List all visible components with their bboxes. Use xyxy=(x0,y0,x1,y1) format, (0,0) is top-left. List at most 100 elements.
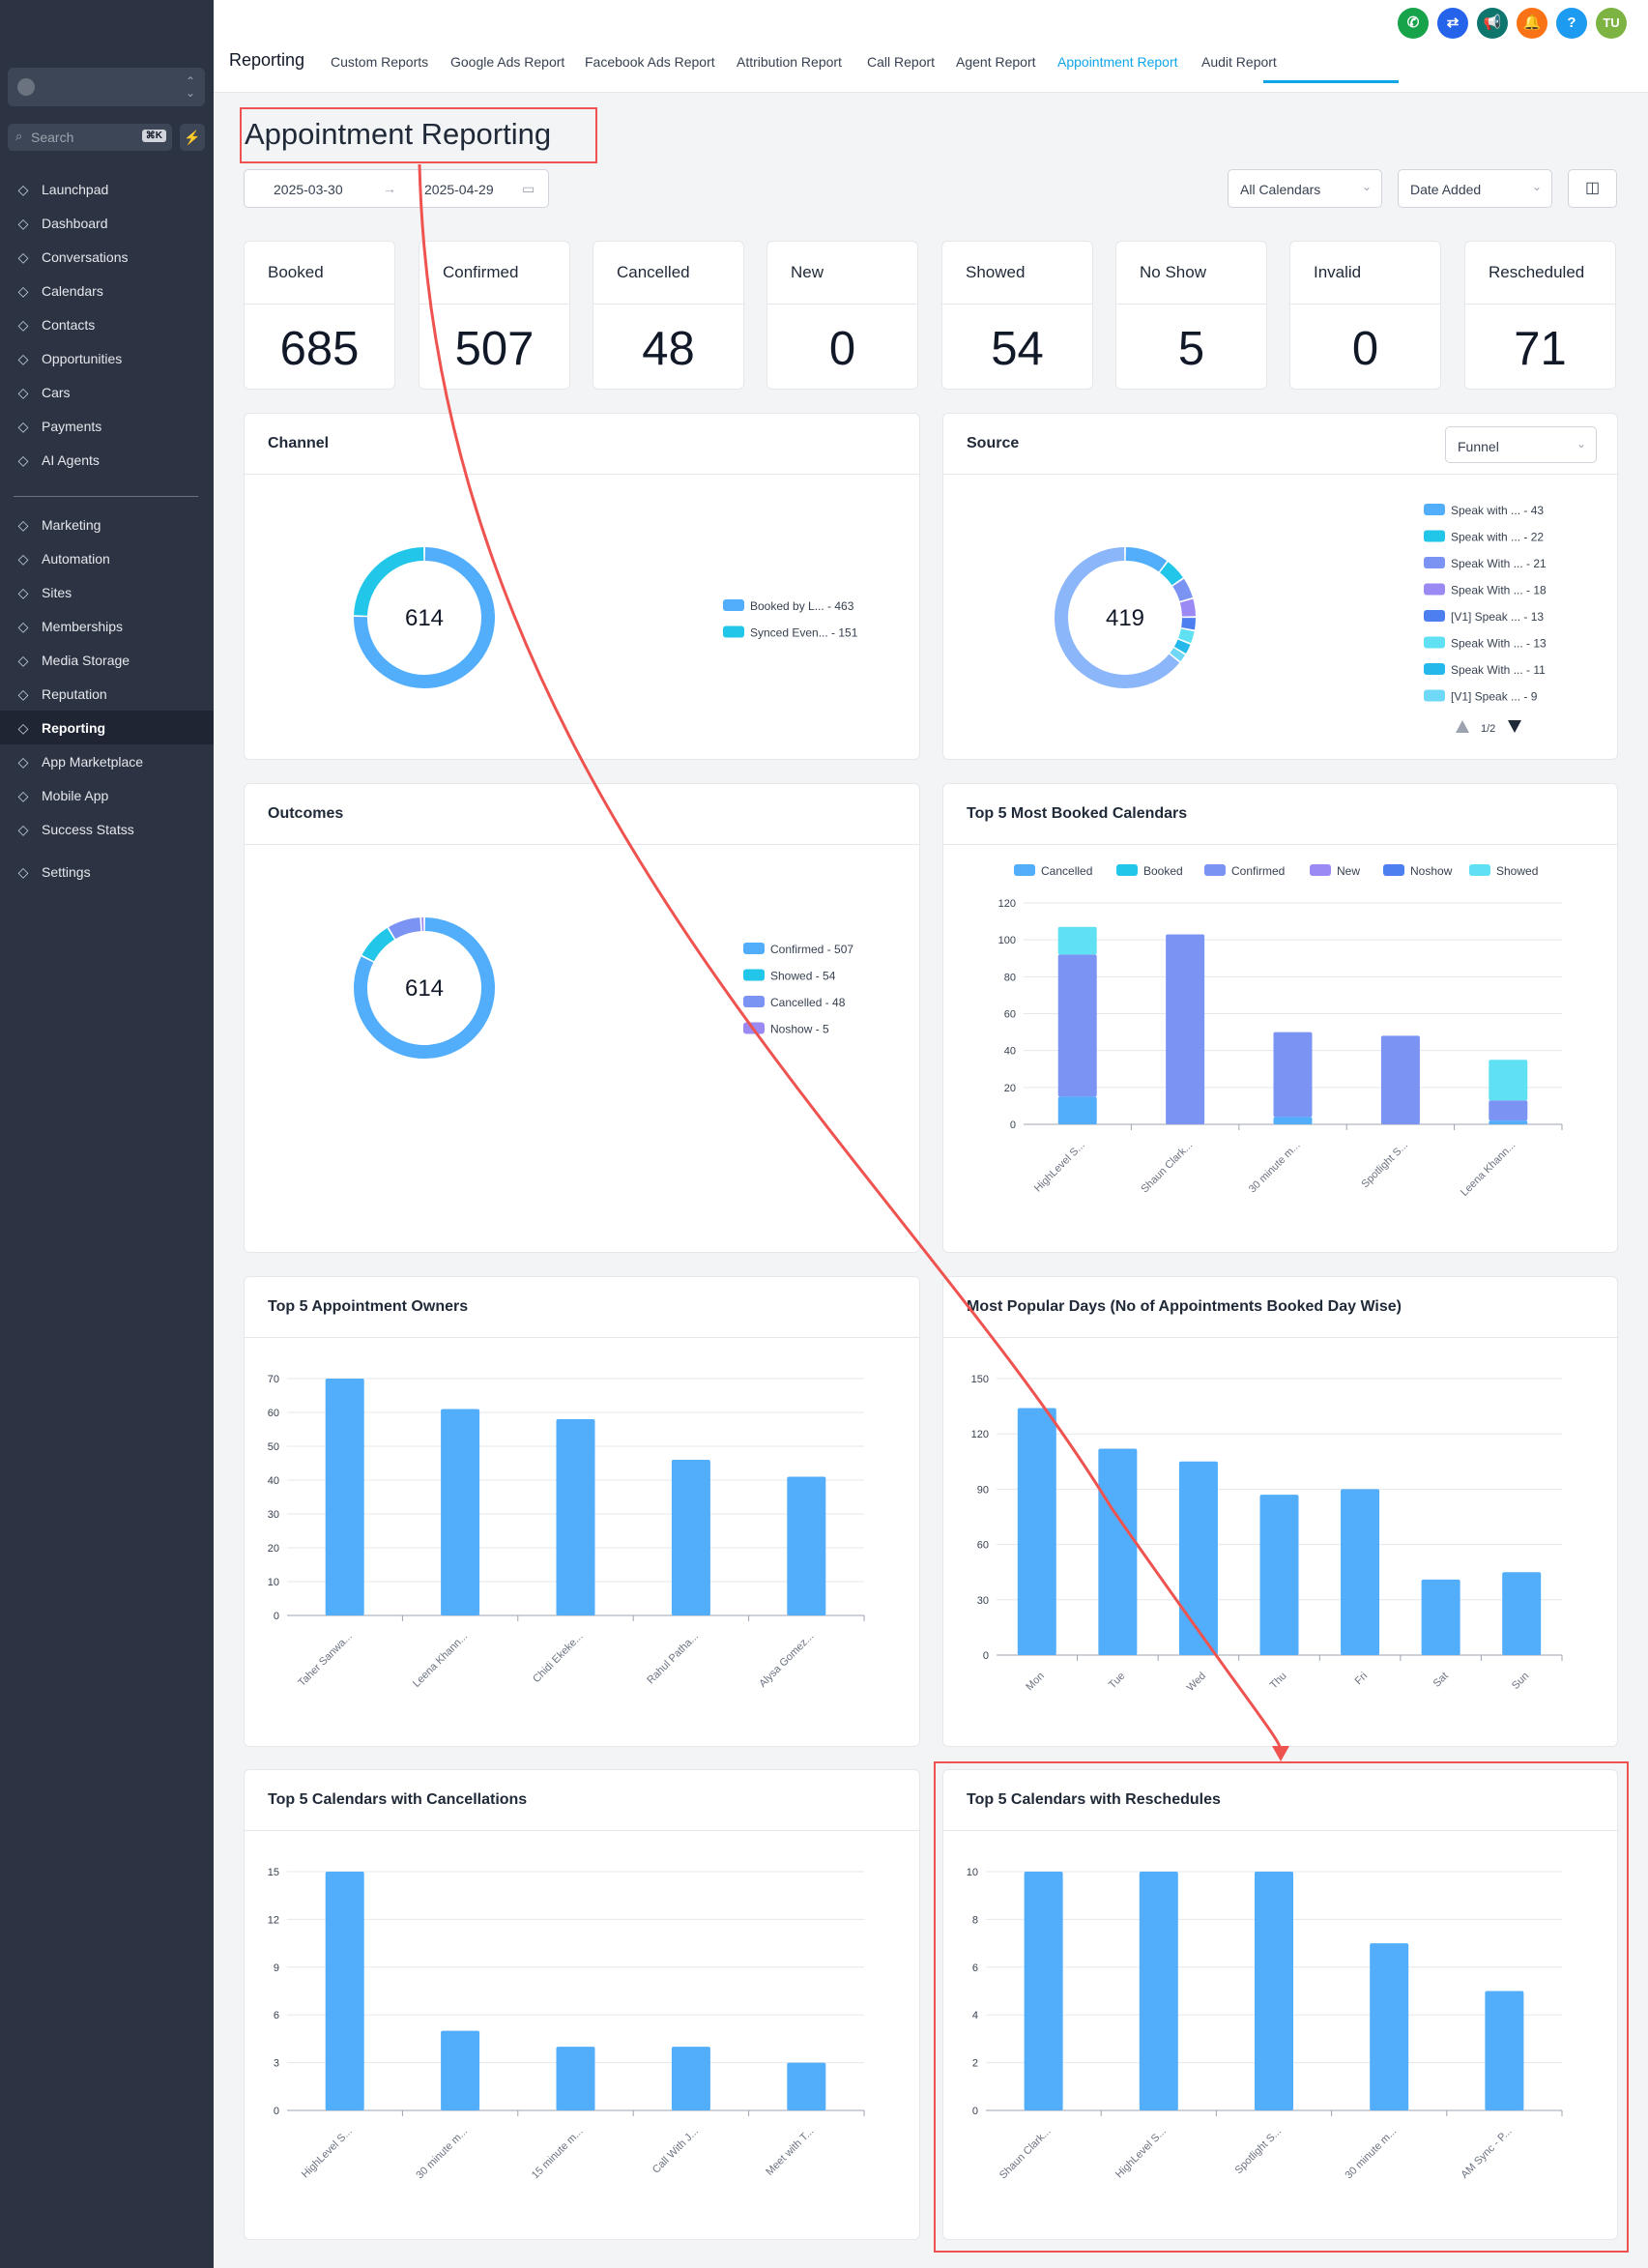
legend-label[interactable]: Booked xyxy=(1143,864,1183,878)
user-avatar[interactable]: TU xyxy=(1596,8,1627,39)
legend-label[interactable]: [V1] Speak ... - 9 xyxy=(1451,690,1538,704)
tab-audit-report[interactable]: Audit Report xyxy=(1201,54,1277,70)
legend-label[interactable]: Confirmed - 507 xyxy=(770,943,853,956)
phone-icon[interactable]: ✆ xyxy=(1398,8,1429,39)
donut-slice[interactable] xyxy=(361,927,395,962)
legend-label[interactable]: Synced Even... - 151 xyxy=(750,626,858,640)
donut-slice[interactable] xyxy=(1172,578,1193,602)
bar[interactable] xyxy=(1098,1448,1138,1655)
bar-segment[interactable] xyxy=(1380,1035,1420,1124)
tab-custom-reports[interactable]: Custom Reports xyxy=(331,54,429,70)
sidebar-item-success-statss[interactable]: ◇ Success Statss xyxy=(0,812,214,846)
sidebar-item-payments[interactable]: ◇ Payments xyxy=(0,409,214,443)
bar[interactable] xyxy=(1421,1579,1460,1655)
bar[interactable] xyxy=(1255,1872,1293,2110)
sidebar-item-media-storage[interactable]: ◇ Media Storage xyxy=(0,643,214,677)
sidebar-item-reputation[interactable]: ◇ Reputation xyxy=(0,677,214,711)
tab-appointment-report[interactable]: Appointment Report xyxy=(1057,54,1178,70)
bar[interactable] xyxy=(1017,1408,1056,1655)
sidebar-item-app-marketplace[interactable]: ◇ App Marketplace xyxy=(0,744,214,778)
bar-segment[interactable] xyxy=(1489,1060,1528,1101)
legend-label[interactable]: New xyxy=(1337,864,1360,878)
search-input[interactable]: ⌕ Search ⌘K xyxy=(8,124,172,151)
date-start[interactable]: 2025-03-30 xyxy=(274,182,343,197)
bar[interactable] xyxy=(556,2047,595,2110)
bar[interactable] xyxy=(1485,1991,1524,2111)
bar-segment[interactable] xyxy=(1489,1100,1528,1121)
legend-label[interactable]: Booked by L... - 463 xyxy=(750,599,854,613)
legend-label[interactable]: Showed - 54 xyxy=(770,970,836,983)
tab-call-report[interactable]: Call Report xyxy=(867,54,936,70)
donut-slice[interactable] xyxy=(354,547,424,617)
donut-slice[interactable] xyxy=(1173,639,1191,654)
bar[interactable] xyxy=(1341,1489,1380,1655)
legend-label[interactable]: Speak With ... - 21 xyxy=(1451,557,1547,570)
source-filter-select[interactable]: Funnel ⌄ xyxy=(1445,426,1597,463)
sidebar-item-settings[interactable]: ◇ Settings xyxy=(0,855,214,888)
sidebar-item-conversations[interactable]: ◇ Conversations xyxy=(0,240,214,274)
bar-segment[interactable] xyxy=(1057,1096,1097,1124)
tab-agent-report[interactable]: Agent Report xyxy=(956,54,1036,70)
sidebar-item-ai-agents[interactable]: ◇ AI Agents xyxy=(0,443,214,477)
sidebar-item-calendars[interactable]: ◇ Calendars xyxy=(0,274,214,307)
donut-slice[interactable] xyxy=(1125,547,1168,572)
bar[interactable] xyxy=(556,1419,595,1615)
bar[interactable] xyxy=(1024,1872,1063,2110)
legend-label[interactable]: Cancelled - 48 xyxy=(770,996,846,1009)
pager-down-icon[interactable] xyxy=(1508,720,1521,733)
bar[interactable] xyxy=(671,2047,710,2110)
bar[interactable] xyxy=(325,1872,364,2110)
bar[interactable] xyxy=(787,1476,826,1616)
quick-actions-button[interactable]: ⚡ xyxy=(180,124,205,151)
bar[interactable] xyxy=(1178,1461,1218,1655)
bar[interactable] xyxy=(1259,1495,1299,1655)
bar[interactable] xyxy=(1502,1572,1542,1655)
bar-segment[interactable] xyxy=(1166,934,1205,1124)
sidebar-item-opportunities[interactable]: ◇ Opportunities xyxy=(0,341,214,375)
tab-attribution-report[interactable]: Attribution Report xyxy=(737,54,842,70)
bar-segment[interactable] xyxy=(1057,954,1097,1097)
bar[interactable] xyxy=(671,1460,710,1615)
date-range-picker[interactable]: 2025-03-30 → 2025-04-29 ▭ xyxy=(244,169,549,208)
legend-label[interactable]: Cancelled xyxy=(1041,864,1092,878)
bar[interactable] xyxy=(1139,1872,1178,2110)
bar-segment[interactable] xyxy=(1057,926,1097,955)
legend-label[interactable]: Speak with ... - 22 xyxy=(1451,531,1544,544)
layout-toggle-button[interactable]: ◫ xyxy=(1568,169,1617,208)
legend-label[interactable]: Speak With ... - 13 xyxy=(1451,637,1547,651)
sidebar-item-launchpad[interactable]: ◇ Launchpad xyxy=(0,172,214,206)
bar-segment[interactable] xyxy=(1273,1032,1313,1118)
donut-slice[interactable] xyxy=(1159,562,1183,586)
bar[interactable] xyxy=(1370,1943,1409,2110)
pager-up-icon[interactable] xyxy=(1456,720,1469,733)
legend-label[interactable]: Speak With ... - 11 xyxy=(1451,663,1546,677)
sidebar-item-cars[interactable]: ◇ Cars xyxy=(0,375,214,409)
tab-facebook-ads-report[interactable]: Facebook Ads Report xyxy=(585,54,715,70)
legend-label[interactable]: Confirmed xyxy=(1231,864,1285,878)
sidebar-item-reporting[interactable]: ◇ Reporting xyxy=(0,711,214,744)
megaphone-icon[interactable]: 📢 xyxy=(1477,8,1508,39)
legend-label[interactable]: Showed xyxy=(1496,864,1538,878)
legend-label[interactable]: Speak With ... - 18 xyxy=(1451,584,1547,597)
legend-label[interactable]: Noshow - 5 xyxy=(770,1023,829,1036)
sidebar-item-contacts[interactable]: ◇ Contacts xyxy=(0,307,214,341)
sidebar-item-sites[interactable]: ◇ Sites xyxy=(0,575,214,609)
donut-slice[interactable] xyxy=(1178,628,1195,644)
bar[interactable] xyxy=(441,1409,480,1616)
donut-slice[interactable] xyxy=(1170,648,1186,662)
workflow-icon[interactable]: ⇄ xyxy=(1437,8,1468,39)
bar[interactable] xyxy=(787,2062,826,2110)
legend-label[interactable]: Speak with ... - 43 xyxy=(1451,504,1544,517)
bar[interactable] xyxy=(325,1379,364,1615)
help-icon[interactable]: ? xyxy=(1556,8,1587,39)
sidebar-item-dashboard[interactable]: ◇ Dashboard xyxy=(0,206,214,240)
bar-segment[interactable] xyxy=(1273,1117,1313,1124)
date-type-select[interactable]: Date Added ⌄ xyxy=(1398,169,1552,208)
sidebar-item-automation[interactable]: ◇ Automation xyxy=(0,541,214,575)
tab-google-ads-report[interactable]: Google Ads Report xyxy=(450,54,565,70)
sidebar-item-memberships[interactable]: ◇ Memberships xyxy=(0,609,214,643)
legend-label[interactable]: [V1] Speak ... - 13 xyxy=(1451,610,1544,624)
donut-slice[interactable] xyxy=(389,917,421,940)
bell-icon[interactable]: 🔔 xyxy=(1517,8,1547,39)
date-end[interactable]: 2025-04-29 xyxy=(424,182,494,197)
